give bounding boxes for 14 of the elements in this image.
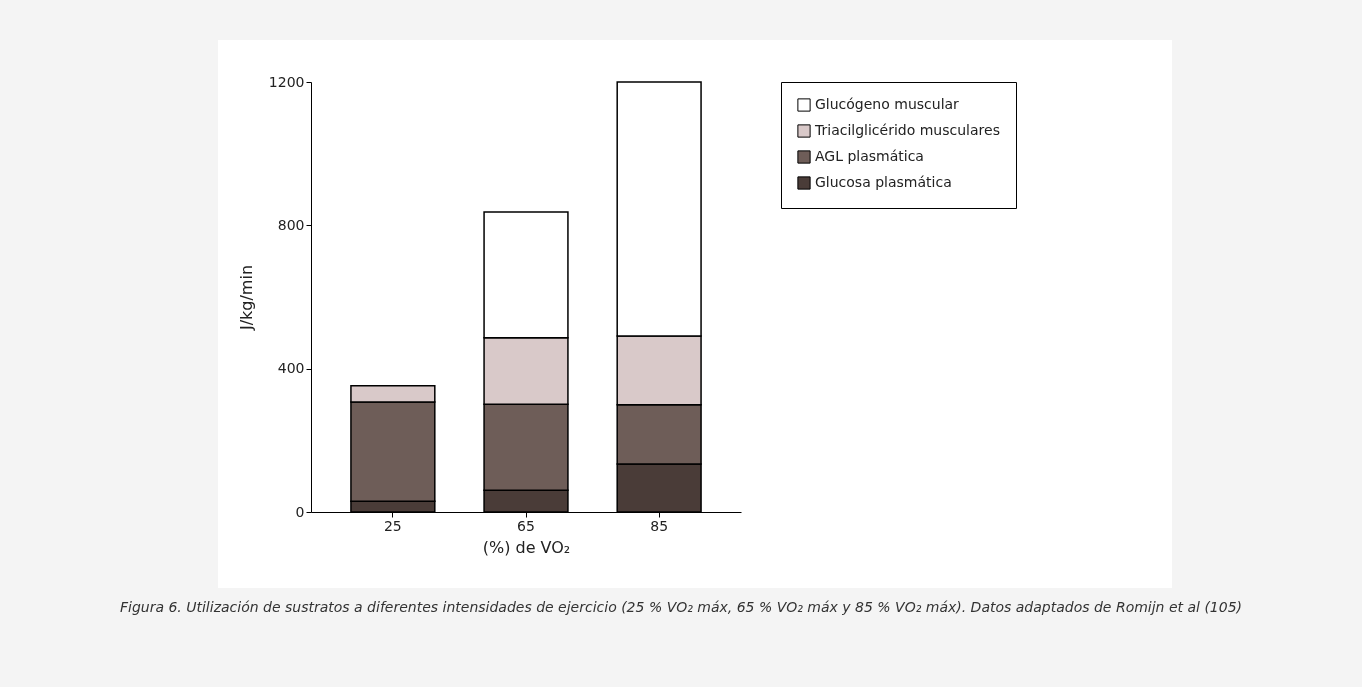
y-axis-title: J/kg/min [236, 264, 256, 332]
x-tick-label: 65 [517, 517, 535, 534]
y-tick-label: 800 [277, 216, 305, 233]
text: Figura 6. Utilización de sustratos a diferentes intensidades de ejercicio (25 % VO₂ máx, 65 % VO₂ máx y 85 % VO₂ máx). Datos adaptados de Romijn et al (105) [118, 598, 1244, 617]
x-axis-title: (%) de VO₂ [482, 537, 571, 557]
y-tick-label: 0 [295, 503, 305, 520]
x-tick-label: 85 [650, 517, 669, 534]
legend-label: Triacilglicérido musculares [814, 122, 1000, 138]
legend-label: Glucógeno muscular [815, 96, 960, 112]
y-tick-label: 1200 [268, 73, 305, 90]
legend-label: Glucosa plasmática [815, 174, 952, 190]
x-tick-label: 25 [383, 517, 402, 534]
legend-label: AGL plasmática [815, 148, 924, 164]
y-tick-label: 400 [277, 360, 305, 377]
